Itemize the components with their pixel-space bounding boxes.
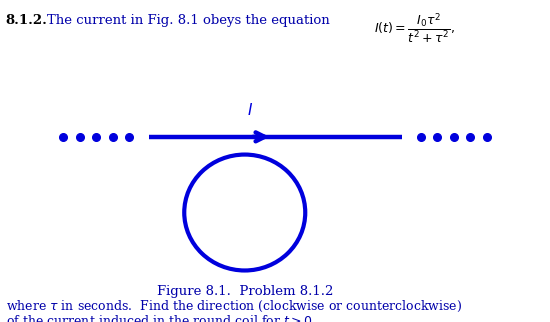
- Text: Figure 8.1.  Problem 8.1.2: Figure 8.1. Problem 8.1.2: [157, 285, 333, 298]
- Text: $I$: $I$: [247, 101, 254, 118]
- Text: 8.1.2.: 8.1.2.: [6, 14, 47, 27]
- Text: The current in Fig. 8.1 obeys the equation: The current in Fig. 8.1 obeys the equati…: [47, 14, 329, 27]
- Text: $I(t) = \dfrac{I_0\tau^2}{t^2 + \tau^2},$: $I(t) = \dfrac{I_0\tau^2}{t^2 + \tau^2},…: [374, 11, 455, 45]
- Text: of the current induced in the round coil for $t > 0$.: of the current induced in the round coil…: [6, 314, 316, 322]
- Text: where $\tau$ in seconds.  Find the direction (clockwise or counterclockwise): where $\tau$ in seconds. Find the direct…: [6, 299, 462, 314]
